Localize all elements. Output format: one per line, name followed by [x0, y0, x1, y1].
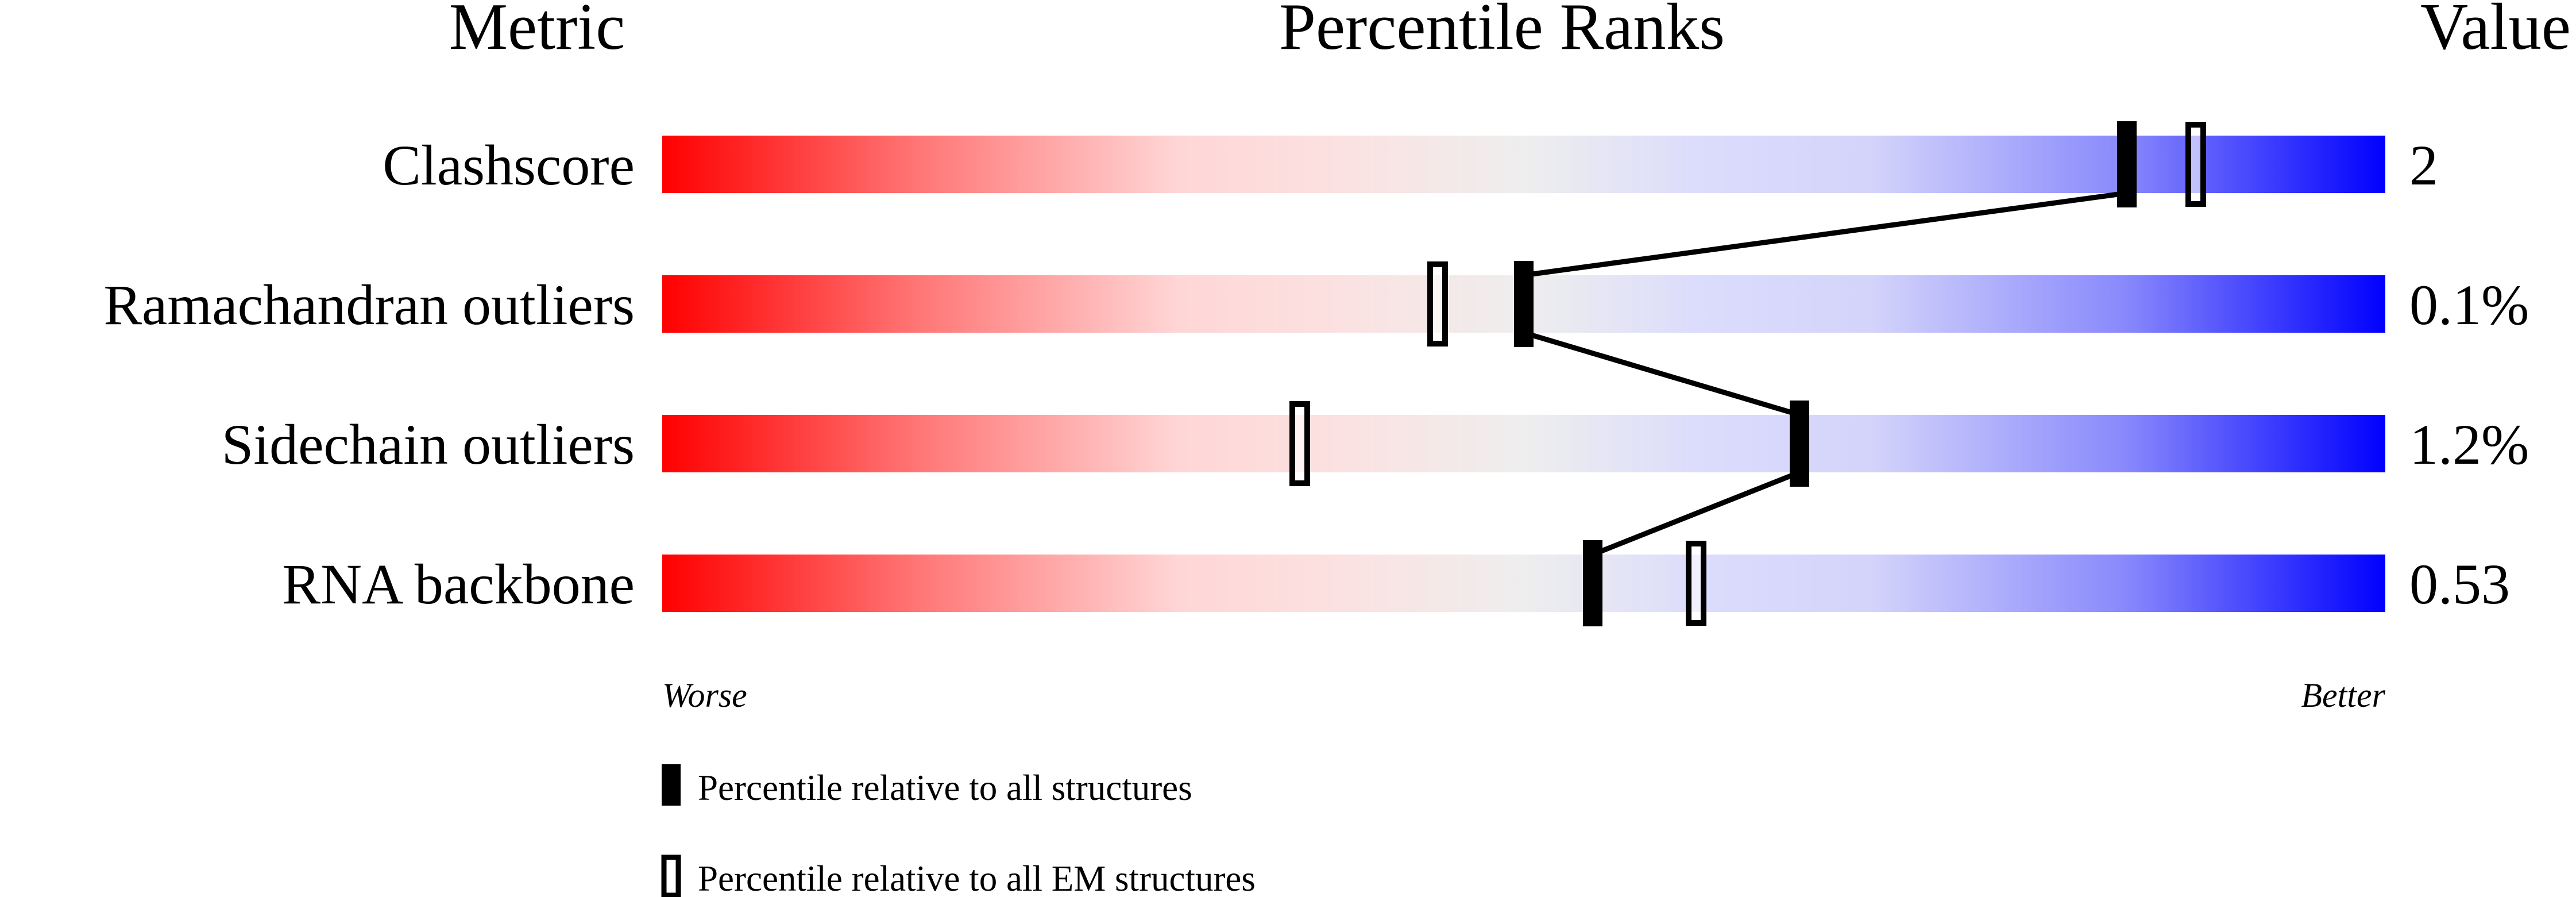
connector-line	[1523, 190, 2127, 278]
header-value: Value	[2420, 0, 2571, 63]
connector-line	[1523, 330, 1801, 418]
metric-row: Sidechain outliers 1.2%	[222, 401, 2529, 487]
em-percentile-marker	[1427, 261, 1448, 347]
metric-row: Ramachandran outliers 0.1%	[103, 261, 2529, 347]
axis-label-worse: Worse	[662, 676, 747, 714]
legend-filled-marker	[662, 764, 681, 806]
em-percentile-marker	[1686, 541, 1706, 626]
metric-value: 2	[2409, 133, 2438, 197]
em-percentile-marker	[1289, 401, 1310, 486]
connector-line	[1592, 469, 1801, 557]
percentile-bar	[662, 555, 2385, 612]
metric-row: RNA backbone 0.53	[282, 540, 2510, 626]
metric-label: RNA backbone	[282, 552, 635, 616]
metric-row: Clashscore 2	[383, 121, 2438, 207]
header-percentile-ranks: Percentile Ranks	[1279, 0, 1725, 63]
metric-label: Ramachandran outliers	[103, 273, 635, 337]
metric-value: 0.1%	[2409, 273, 2529, 337]
percentile-bar	[662, 415, 2385, 472]
metric-label: Clashscore	[383, 133, 635, 197]
axis-label-better: Better	[2301, 676, 2385, 714]
header-metric: Metric	[449, 0, 625, 63]
em-percentile-marker	[2185, 122, 2206, 207]
legend-em-structures: Percentile relative to all EM structures	[698, 858, 1256, 897]
legend-all-structures: Percentile relative to all structures	[698, 768, 1192, 808]
metric-value: 1.2%	[2409, 413, 2529, 476]
metric-value: 0.53	[2409, 552, 2510, 616]
percentile-bar	[662, 136, 2385, 193]
metric-label: Sidechain outliers	[222, 413, 635, 476]
legend-open-marker	[661, 854, 681, 897]
